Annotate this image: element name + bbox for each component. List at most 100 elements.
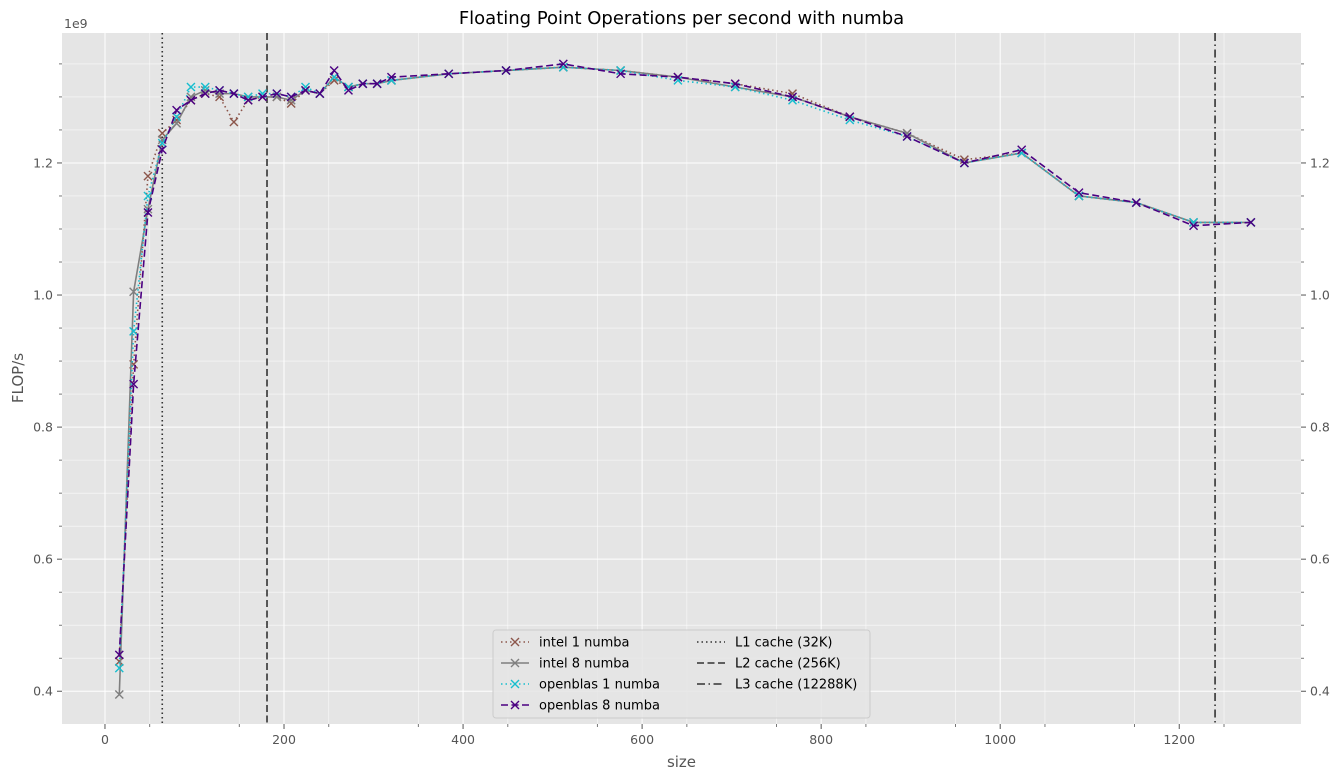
- legend: intel 1 numba intel 8 numba openblas 1 num…: [492, 629, 871, 719]
- x-tick-label: 800: [809, 732, 833, 747]
- x-tick-label: 400: [451, 732, 475, 747]
- y-tick-label: 0.4: [33, 684, 53, 699]
- legend-entries: intel 1 numba intel 8 numba openblas 1 num…: [501, 636, 857, 714]
- data-point: [329, 66, 339, 76]
- y-tick-label: 0.8: [33, 420, 53, 435]
- grid-lines: [62, 33, 1301, 724]
- data-point: [315, 89, 325, 99]
- data-point: [1017, 145, 1027, 155]
- data-point: [286, 92, 296, 102]
- data-point: [114, 650, 124, 660]
- data-point: [501, 66, 511, 76]
- legend-entry: L2 cache (256K): [697, 657, 841, 672]
- y-tick-label: 1.0: [33, 288, 53, 303]
- data-point: [730, 79, 740, 89]
- data-point: [172, 105, 182, 115]
- data-point: [129, 326, 139, 336]
- data-point: [186, 95, 196, 105]
- legend-label: intel 8 numba: [539, 657, 629, 672]
- chart-title: Floating Point Operations per second wit…: [459, 8, 904, 29]
- data-point: [258, 92, 268, 102]
- legend-label: openblas 8 numba: [539, 699, 660, 714]
- legend-label: openblas 1 numba: [539, 678, 660, 693]
- data-point: [372, 79, 382, 89]
- x-tick-label: 600: [630, 732, 654, 747]
- data-point: [1246, 217, 1256, 227]
- data-point: [959, 158, 969, 168]
- y-axis-label: FLOP/s: [9, 353, 27, 403]
- data-point: [558, 59, 568, 69]
- y-tick-label: 0.6: [33, 552, 53, 567]
- data-point: [129, 287, 139, 297]
- data-point: [114, 657, 124, 667]
- data-point: [1074, 191, 1084, 201]
- legend-label: intel 1 numba: [539, 636, 629, 651]
- legend-swatch-marker: [510, 637, 520, 647]
- data-point: [673, 72, 683, 82]
- data-point: [200, 89, 210, 99]
- y-tick-label-right: 1.0: [1310, 288, 1330, 303]
- data-point: [386, 72, 396, 82]
- y-tick-label-right: 0.6: [1310, 552, 1330, 567]
- x-axis-label: size: [667, 753, 696, 771]
- legend-label: L2 cache (256K): [735, 657, 841, 672]
- data-point: [286, 99, 296, 109]
- data-point: [788, 92, 798, 102]
- legend-label: L3 cache (12288K): [735, 678, 857, 693]
- legend-entry: openblas 1 numba: [501, 678, 660, 693]
- legend-entry: intel 1 numba: [501, 636, 629, 651]
- data-point: [845, 112, 855, 122]
- data-point: [129, 379, 139, 389]
- data-point: [229, 117, 239, 127]
- data-point: [272, 89, 282, 99]
- data-point: [902, 132, 912, 142]
- x-tick-label: 1200: [1163, 732, 1195, 747]
- data-point: [616, 69, 626, 79]
- plot-background: [62, 33, 1301, 724]
- axis-ticks: 0 200 400 600 800 1000 1200 0.4 0.4 0.6 0.6 0.8 0.8 1…: [33, 63, 1330, 747]
- data-point: [200, 82, 210, 92]
- legend-swatch-marker: [510, 679, 520, 689]
- legend-box: [492, 629, 871, 719]
- data-point: [1131, 198, 1141, 208]
- legend-swatch-marker: [510, 700, 520, 710]
- data-point: [1189, 221, 1199, 231]
- data-point: [215, 85, 225, 95]
- series-4: [114, 59, 1256, 660]
- data-point: [229, 89, 239, 99]
- x-tick-label: 200: [272, 732, 296, 747]
- legend-label: L1 cache (32K): [735, 636, 833, 651]
- legend-entry: openblas 8 numba: [501, 699, 660, 714]
- data-point: [157, 145, 167, 155]
- data-point: [186, 82, 196, 92]
- data-point: [243, 95, 253, 105]
- data-point: [845, 115, 855, 125]
- y-offset-label: 1e9: [64, 16, 88, 31]
- x-tick-label: 1000: [984, 732, 1016, 747]
- data-point: [143, 171, 153, 181]
- data-point: [143, 207, 153, 217]
- legend-entry: L3 cache (12288K): [697, 678, 857, 693]
- data-point: [286, 95, 296, 105]
- legend-entry: L1 cache (32K): [697, 636, 833, 651]
- y-tick-label-right: 1.2: [1310, 155, 1330, 170]
- y-tick-label-right: 0.4: [1310, 684, 1330, 699]
- y-tick-label-right: 0.8: [1310, 420, 1330, 435]
- data-point: [114, 690, 124, 700]
- data-point: [301, 82, 310, 92]
- x-tick-label: 0: [101, 732, 109, 747]
- data-point: [329, 75, 339, 85]
- legend-swatch-marker: [510, 658, 520, 668]
- data-point: [358, 79, 368, 89]
- data-point: [114, 663, 124, 673]
- legend-entry: intel 8 numba: [501, 657, 629, 672]
- data-point: [1074, 188, 1084, 198]
- data-point: [343, 85, 353, 95]
- y-tick-label: 1.2: [33, 155, 53, 170]
- data-point: [444, 69, 454, 79]
- data-point: [301, 85, 310, 95]
- data-point: [172, 118, 182, 128]
- data-series: [114, 59, 1256, 700]
